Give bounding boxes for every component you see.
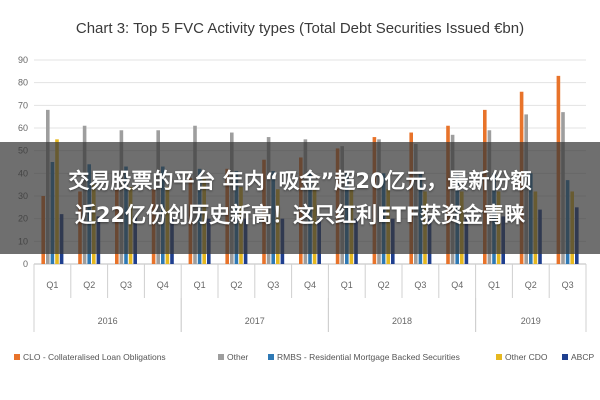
- legend-item: Other: [218, 352, 248, 362]
- year-label: 2019: [521, 316, 541, 326]
- legend-item: ABCP: [562, 352, 594, 362]
- y-tick-label: 90: [18, 55, 28, 65]
- legend-label: Other: [227, 352, 248, 362]
- legend-label: RMBS - Residential Mortgage Backed Secur…: [277, 352, 460, 362]
- legend-swatch: [14, 354, 20, 360]
- x-tick-label: Q4: [157, 280, 169, 290]
- legend-swatch: [218, 354, 224, 360]
- year-label: 2018: [392, 316, 412, 326]
- legend-item: RMBS - Residential Mortgage Backed Secur…: [268, 352, 460, 362]
- legend: CLO - Collateralised Loan Obligations Oth…: [14, 352, 594, 362]
- x-tick-label: Q2: [378, 280, 390, 290]
- year-label: 2017: [245, 316, 265, 326]
- chart-title: Chart 3: Top 5 FVC Activity types (Total…: [76, 20, 524, 37]
- x-tick-label: Q2: [230, 280, 242, 290]
- year-labels: 2016 2017 2018 2019: [33, 298, 587, 332]
- legend-swatch: [268, 354, 274, 360]
- x-tick-label: Q4: [451, 280, 463, 290]
- headline-banner[interactable]: 交易股票的平台 年内“吸金”超20亿元，最新份额 近22亿份创历史新高！这只红利…: [0, 142, 600, 254]
- x-axis-ticks: Q1 Q2 Q3 Q4 Q1 Q2 Q3 Q4 Q1 Q2 Q3 Q4 Q1 Q2 Q3: [33, 264, 587, 298]
- x-tick-label: Q4: [304, 280, 316, 290]
- legend-label: CLO - Collateralised Loan Obligations: [23, 352, 166, 362]
- x-tick-label: Q3: [267, 280, 279, 290]
- y-tick-label: 0: [23, 259, 28, 269]
- headline-line-2: 近22亿份创历史新高！这只红利ETF获资金青睐: [74, 203, 526, 227]
- x-tick-label: Q1: [488, 280, 500, 290]
- legend-swatch: [496, 354, 502, 360]
- x-tick-label: Q3: [562, 280, 574, 290]
- headline-line-1: 交易股票的平台 年内“吸金”超20亿元，最新份额: [68, 169, 532, 193]
- y-tick-label: 80: [18, 78, 28, 88]
- legend-item: Other CDO: [496, 352, 548, 362]
- x-tick-label: Q1: [341, 280, 353, 290]
- x-tick-label: Q1: [46, 280, 58, 290]
- x-tick-label: Q3: [414, 280, 426, 290]
- year-label: 2016: [98, 316, 118, 326]
- legend-label: ABCP: [571, 352, 594, 362]
- x-tick-label: Q2: [83, 280, 95, 290]
- x-tick-label: Q2: [525, 280, 537, 290]
- x-tick-label: Q1: [194, 280, 206, 290]
- x-tick-label: Q3: [120, 280, 132, 290]
- y-tick-label: 70: [18, 100, 28, 110]
- legend-label: Other CDO: [505, 352, 548, 362]
- y-tick-label: 60: [18, 123, 28, 133]
- legend-swatch: [562, 354, 568, 360]
- legend-item: CLO - Collateralised Loan Obligations: [14, 352, 166, 362]
